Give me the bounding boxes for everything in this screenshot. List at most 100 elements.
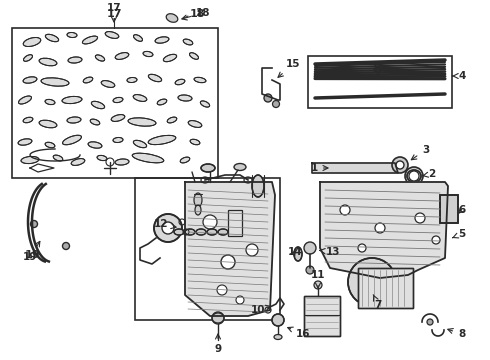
Text: 18: 18 <box>182 8 211 20</box>
Circle shape <box>432 236 440 244</box>
Ellipse shape <box>157 99 167 105</box>
Ellipse shape <box>21 157 39 163</box>
Ellipse shape <box>190 139 200 145</box>
Text: 18: 18 <box>190 9 205 19</box>
Ellipse shape <box>97 156 107 161</box>
Text: 7: 7 <box>373 295 382 310</box>
Ellipse shape <box>194 193 202 207</box>
Text: 13: 13 <box>320 247 341 257</box>
Ellipse shape <box>201 164 215 172</box>
Text: 10: 10 <box>250 305 271 315</box>
Ellipse shape <box>46 34 59 42</box>
Circle shape <box>306 266 314 274</box>
Ellipse shape <box>274 334 282 339</box>
Circle shape <box>63 243 70 249</box>
Circle shape <box>272 100 279 108</box>
Circle shape <box>392 157 408 173</box>
Text: 4: 4 <box>452 71 466 81</box>
Ellipse shape <box>67 117 81 123</box>
Ellipse shape <box>45 99 55 105</box>
Circle shape <box>236 296 244 304</box>
Ellipse shape <box>91 101 105 109</box>
Text: 14: 14 <box>287 247 302 257</box>
Ellipse shape <box>132 153 164 163</box>
Bar <box>358 268 413 308</box>
Ellipse shape <box>113 138 123 143</box>
Ellipse shape <box>143 51 153 57</box>
Ellipse shape <box>63 135 81 145</box>
Ellipse shape <box>83 77 93 83</box>
Circle shape <box>360 270 384 294</box>
Ellipse shape <box>148 74 162 82</box>
Text: 2: 2 <box>422 169 435 179</box>
Ellipse shape <box>133 95 147 102</box>
Ellipse shape <box>174 229 184 235</box>
Circle shape <box>30 220 38 228</box>
Circle shape <box>212 312 224 324</box>
Ellipse shape <box>148 135 176 145</box>
Ellipse shape <box>113 98 123 103</box>
Circle shape <box>304 242 316 254</box>
Text: 17: 17 <box>107 3 122 22</box>
Ellipse shape <box>188 121 202 127</box>
Bar <box>440 195 458 223</box>
Ellipse shape <box>183 39 193 45</box>
Circle shape <box>246 244 258 256</box>
Bar <box>308 56 452 108</box>
Ellipse shape <box>133 35 143 41</box>
Circle shape <box>203 215 217 229</box>
Ellipse shape <box>53 155 63 161</box>
Ellipse shape <box>67 32 77 37</box>
Circle shape <box>217 285 227 295</box>
Circle shape <box>366 276 378 288</box>
Ellipse shape <box>45 142 55 148</box>
Ellipse shape <box>194 77 206 83</box>
Ellipse shape <box>166 14 178 22</box>
Ellipse shape <box>39 120 57 128</box>
Ellipse shape <box>68 57 82 63</box>
Ellipse shape <box>18 139 32 145</box>
Text: 12: 12 <box>153 219 176 229</box>
Ellipse shape <box>200 101 210 107</box>
Circle shape <box>264 94 272 102</box>
Text: 9: 9 <box>215 334 221 354</box>
Ellipse shape <box>407 170 421 182</box>
Polygon shape <box>185 182 275 316</box>
Ellipse shape <box>62 96 82 104</box>
Ellipse shape <box>41 78 69 86</box>
Ellipse shape <box>207 229 217 235</box>
Bar <box>228 210 242 236</box>
Text: 16: 16 <box>288 327 311 339</box>
Ellipse shape <box>115 53 129 59</box>
Ellipse shape <box>218 229 228 235</box>
Ellipse shape <box>234 163 246 171</box>
Ellipse shape <box>190 53 198 59</box>
Ellipse shape <box>111 114 125 121</box>
Ellipse shape <box>115 159 129 165</box>
Circle shape <box>396 161 404 169</box>
Bar <box>135 178 280 320</box>
Ellipse shape <box>185 229 195 235</box>
Text: 3: 3 <box>411 145 429 160</box>
Polygon shape <box>320 182 448 278</box>
Polygon shape <box>312 163 398 173</box>
Ellipse shape <box>88 142 102 148</box>
Ellipse shape <box>23 37 41 46</box>
Circle shape <box>375 223 385 233</box>
Text: 1: 1 <box>311 163 328 173</box>
Bar <box>304 296 340 336</box>
Circle shape <box>358 244 366 252</box>
Bar <box>12 28 218 178</box>
Circle shape <box>272 314 284 326</box>
Ellipse shape <box>175 79 185 85</box>
Circle shape <box>221 255 235 269</box>
Ellipse shape <box>19 96 31 104</box>
Ellipse shape <box>167 117 177 123</box>
Text: 11: 11 <box>311 270 325 288</box>
Text: 17: 17 <box>106 9 122 19</box>
Ellipse shape <box>294 247 302 261</box>
Circle shape <box>415 213 425 223</box>
Circle shape <box>154 214 182 242</box>
Text: 19: 19 <box>24 250 40 260</box>
Ellipse shape <box>252 175 264 197</box>
